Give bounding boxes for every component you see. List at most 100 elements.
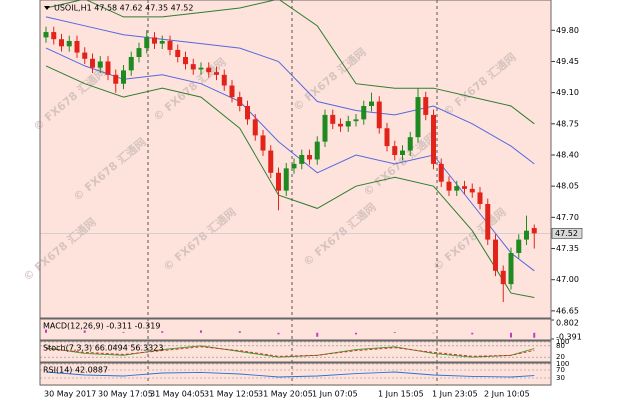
candle-body xyxy=(392,146,398,155)
candle-body xyxy=(97,61,103,68)
candle-body xyxy=(43,32,49,38)
indicator-line xyxy=(45,345,535,358)
y-tick-label: 47.70 xyxy=(556,213,579,222)
x-tick-label: 30 May 2017 xyxy=(44,390,96,399)
candle-body xyxy=(190,64,196,70)
x-tick-label: 31 May 04:05 xyxy=(150,390,205,399)
candle-body xyxy=(260,135,266,151)
bollinger-band xyxy=(45,16,535,165)
candle-body xyxy=(82,52,88,59)
bollinger-band xyxy=(45,0,535,125)
chart-title: USOIL,H1 47.58 47.62 47.35 47.52 xyxy=(54,4,193,13)
candle-body xyxy=(90,58,95,68)
candle-body xyxy=(384,128,390,147)
candle-body xyxy=(338,123,343,127)
candle-body xyxy=(454,186,460,191)
candle-body xyxy=(74,40,80,53)
candle-body xyxy=(121,70,126,84)
panel-title: MACD(12,26,9) -0.311 -0.319 xyxy=(43,322,160,331)
candle-body xyxy=(431,114,436,164)
symbol-arrow xyxy=(44,6,50,10)
candle-body xyxy=(221,74,227,86)
macd-bar xyxy=(393,331,396,333)
candle-body xyxy=(175,49,181,58)
candle-body xyxy=(206,67,212,73)
candle-body xyxy=(407,137,413,151)
macd-frame xyxy=(39,318,552,341)
macd-bar xyxy=(471,332,474,335)
macd-bar xyxy=(122,331,125,333)
candle-body xyxy=(136,48,142,58)
y-tick-label: 70 xyxy=(556,366,565,374)
y-tick-label: 80 xyxy=(556,342,565,350)
candle-body xyxy=(493,239,498,271)
x-tick-label: 31 May 20:05 xyxy=(258,390,313,399)
candle-body xyxy=(423,97,429,115)
y-tick-label: 49.80 xyxy=(556,26,579,35)
plot-background xyxy=(40,0,551,386)
candle-body xyxy=(376,101,382,129)
macd-bar xyxy=(45,329,47,333)
candle-body xyxy=(322,114,328,142)
candle-body xyxy=(283,168,289,191)
candle-body xyxy=(485,203,491,240)
candle-body xyxy=(113,74,119,84)
candle-body xyxy=(345,121,351,127)
candle-body xyxy=(299,154,305,164)
macd-bar xyxy=(83,330,86,333)
candle-body xyxy=(105,61,111,75)
y-tick-label: 47.35 xyxy=(556,244,579,253)
candle-body xyxy=(291,163,297,169)
candle-body xyxy=(167,40,173,50)
candle-body xyxy=(369,101,374,106)
indicator-line xyxy=(45,371,535,378)
candle-body xyxy=(361,106,367,120)
plot: 49.80 49.45 49.10 48.75 48.40 48.05 47.70 47.35… xyxy=(40,0,583,399)
x-tick-label: 1 Jun 15:05 xyxy=(378,390,424,399)
x-tick-label: 30 May 17:05 xyxy=(98,390,153,399)
candle-body xyxy=(415,97,421,138)
y-tick-label: 48.40 xyxy=(556,150,579,159)
candle-body xyxy=(252,119,258,136)
macd-bar xyxy=(316,332,319,337)
candle-body xyxy=(438,163,444,182)
candle-body xyxy=(531,228,537,234)
candle-body xyxy=(314,141,320,160)
candle-body xyxy=(66,40,72,47)
main-frame xyxy=(39,0,552,319)
macd-bar xyxy=(161,331,164,333)
y-tick-label: 100 xyxy=(556,338,569,346)
y-tick-label: -0.391 xyxy=(556,333,582,342)
rsi-frame xyxy=(39,362,552,386)
macd-bar xyxy=(200,330,202,333)
indicator-line xyxy=(45,346,535,357)
y-tick-label: 46.65 xyxy=(556,306,579,315)
y-tick-label: 20 xyxy=(556,353,565,361)
candle-body xyxy=(237,97,243,106)
y-tick-label: 30 xyxy=(556,374,565,382)
candle-body xyxy=(51,32,57,40)
candle-body xyxy=(508,252,514,285)
candle-body xyxy=(524,230,529,240)
y-tick-label: 100 xyxy=(556,360,569,368)
candle-body xyxy=(268,150,274,173)
panel-title: Stoch(7,3,3) 66.0494 56.3323 xyxy=(43,344,163,353)
candle-body xyxy=(353,119,359,122)
candle-body xyxy=(245,106,250,120)
last-price-box xyxy=(551,228,583,239)
candle-body xyxy=(400,150,405,155)
stoch-frame xyxy=(39,340,552,363)
separators xyxy=(147,0,438,385)
bollinger-band xyxy=(45,65,535,298)
candle-body xyxy=(276,172,281,191)
bollinger-band xyxy=(45,47,535,272)
candle-body xyxy=(462,186,467,189)
x-tick-label: 1 Jun 23:05 xyxy=(432,390,478,399)
candle-body xyxy=(144,37,150,49)
candle-body xyxy=(516,239,522,253)
candle-body xyxy=(183,57,188,65)
candle-body xyxy=(446,181,452,191)
candle-body xyxy=(500,270,506,285)
candle-body xyxy=(59,39,64,47)
